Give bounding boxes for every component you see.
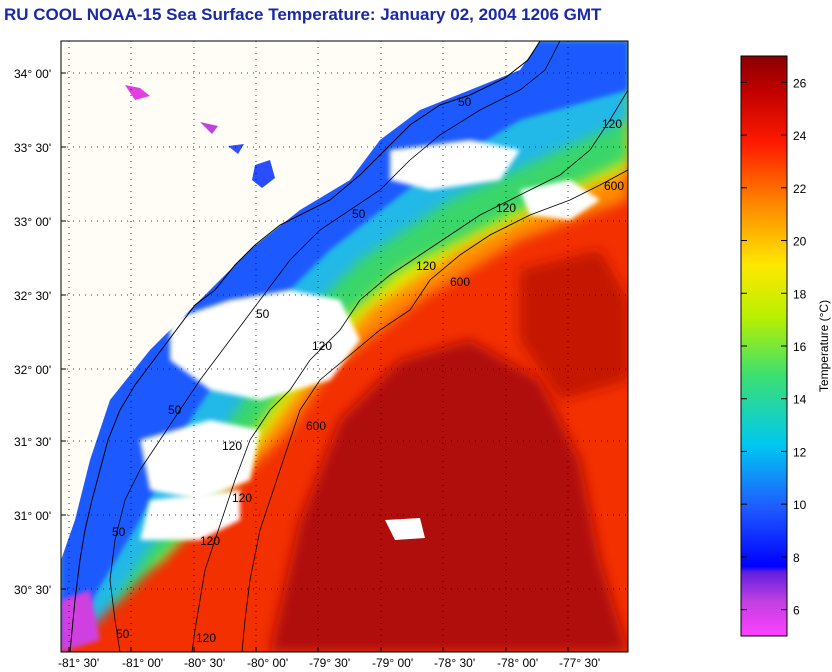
isobath-label: 120 — [196, 631, 216, 645]
lon-label: -81° 30' — [58, 656, 99, 670]
lon-label: -77° 30' — [559, 656, 600, 670]
lat-label: 33° 00' — [14, 215, 51, 229]
isobath-label: 50 — [352, 207, 366, 221]
lat-label: 32° 00' — [14, 363, 51, 377]
isobath-label: 120 — [222, 439, 242, 453]
colorbar-tick-label: 22 — [793, 182, 807, 196]
frame-ticks — [61, 72, 569, 652]
cloud-patch — [170, 290, 360, 400]
colorbar-tick-label: 14 — [793, 393, 807, 407]
cloud-patch — [140, 420, 260, 500]
colorbar-tick-label: 18 — [793, 287, 807, 301]
colorbar-ramp — [740, 55, 788, 637]
map-frame — [60, 40, 629, 653]
isobath-label: 120 — [496, 201, 516, 215]
lat-label: 32° 30' — [14, 289, 51, 303]
isobath-label: 120 — [200, 534, 220, 548]
lat-label: 34° 00' — [14, 67, 51, 81]
lon-label: -80° 00' — [247, 656, 288, 670]
warm-eddy — [520, 250, 628, 400]
offshore-cold-patch — [252, 160, 275, 188]
lat-label: 31° 00' — [14, 509, 51, 523]
isobath-label: 600 — [450, 275, 470, 289]
cloud-patch — [140, 490, 240, 540]
colorbar-tick-label: 20 — [793, 235, 807, 249]
isobath-label: 600 — [604, 179, 624, 193]
coastal-magenta-patch — [61, 590, 100, 652]
isobath-label: 50 — [112, 525, 126, 539]
isobath-120 — [191, 89, 628, 652]
lat-label: 31° 30' — [14, 435, 51, 449]
land-area — [61, 41, 540, 560]
isobath-label: 50 — [116, 627, 130, 641]
colorbar-tick-label: 24 — [793, 129, 807, 143]
cloud-patch — [390, 140, 520, 190]
isobath-50 — [109, 41, 561, 652]
gulf-stream-core — [270, 340, 628, 652]
map-title: RU COOL NOAA-15 Sea Surface Temperature:… — [4, 5, 602, 24]
colorbar-tick-label: 26 — [793, 76, 807, 90]
colorbar-tick-label: 6 — [793, 604, 800, 618]
isobath-label: 50 — [168, 403, 182, 417]
cloud-patch — [520, 180, 600, 220]
offshore-cold-patch — [125, 85, 150, 100]
lon-label: -81° 00' — [122, 656, 163, 670]
lon-label: -80° 30' — [184, 656, 225, 670]
colorbar-tick-label: 10 — [793, 498, 807, 512]
coastline — [69, 41, 541, 652]
lat-label: 33° 30' — [14, 141, 51, 155]
lon-label: -78° 00' — [497, 656, 538, 670]
isobath-label: 120 — [232, 491, 252, 505]
isobath-label: 600 — [306, 419, 326, 433]
offshore-cold-patch — [200, 122, 218, 134]
isobath-label: 50 — [256, 307, 270, 321]
colorbar-tick-label: 16 — [793, 340, 807, 354]
lat-label: 30° 30' — [14, 583, 51, 597]
isobath-label: 120 — [416, 259, 436, 273]
isobath-600 — [259, 169, 628, 531]
colorbar-ticks: 6 8 10 12 14 16 18 20 22 24 26 — [741, 76, 807, 618]
lon-label: -79° 30' — [309, 656, 350, 670]
colorbar-label: Temperature (°C) — [817, 300, 831, 392]
colorbar-tick-label: 8 — [793, 551, 800, 565]
cloud-patch — [385, 518, 425, 540]
isobath-label: 50 — [458, 95, 472, 109]
isobath-600 — [241, 529, 261, 652]
isobath-label: 120 — [602, 117, 622, 131]
lon-label: -78° 30' — [434, 656, 475, 670]
offshore-cold-patch — [228, 144, 244, 154]
isobath-label: 120 — [312, 339, 332, 353]
colorbar-tick-label: 12 — [793, 445, 807, 459]
lon-label: -79° 00' — [372, 656, 413, 670]
